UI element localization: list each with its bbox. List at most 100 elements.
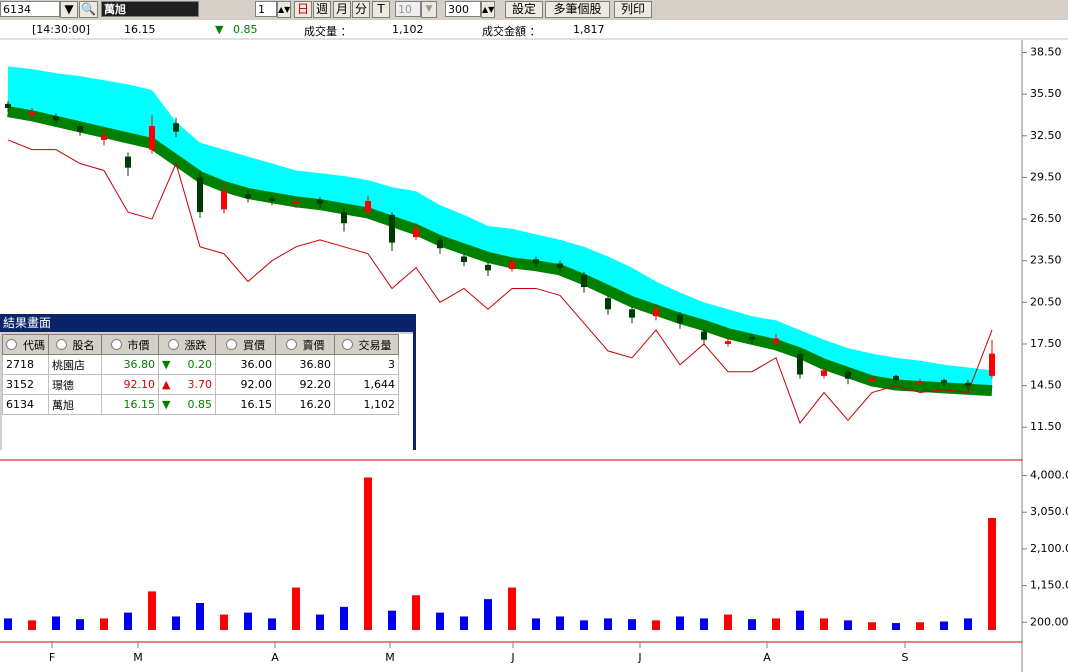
radio[interactable]	[167, 338, 179, 350]
header-cell[interactable]: 賣價	[275, 334, 335, 355]
y-tick-label: 26.50	[1030, 212, 1062, 225]
candle-body	[581, 274, 587, 288]
code-cell: 3152	[2, 374, 49, 395]
volume-bar	[52, 616, 60, 630]
bars-spinner[interactable]: ▲▼	[481, 1, 495, 18]
header-cell[interactable]: 市價	[101, 334, 159, 355]
header-cell[interactable]: 股名	[48, 334, 102, 355]
tick-button[interactable]: T	[372, 1, 390, 18]
header-text: 賣價	[302, 338, 325, 352]
candle-body	[917, 381, 923, 383]
x-tick-label: F	[49, 651, 55, 664]
radio[interactable]	[55, 338, 67, 350]
volume-bar	[340, 606, 348, 630]
bars-input[interactable]: 300	[445, 1, 481, 17]
volume-bar	[316, 614, 324, 630]
volume-bar	[580, 620, 588, 630]
candle-body	[173, 123, 179, 132]
print-button[interactable]: 列印	[614, 1, 652, 18]
bid-cell: 16.15	[215, 394, 276, 415]
code-cell: 2718	[2, 354, 49, 375]
candle-body	[677, 314, 683, 324]
y-tick-label: 14.50	[1030, 379, 1062, 392]
month-button[interactable]: 月	[333, 1, 351, 18]
change-arrow: ▼	[162, 398, 171, 411]
radio[interactable]	[226, 338, 237, 350]
x-tick-label: M	[385, 651, 395, 664]
volume-bar	[772, 618, 780, 630]
band	[7, 106, 993, 397]
y-tick-label: 29.50	[1030, 170, 1062, 183]
volume-bar	[268, 618, 276, 630]
header-row: 代碼 股名 市價 漲跌 買價 賣價 交易量	[2, 334, 399, 355]
candle-body	[245, 194, 251, 199]
y2-tick-label: 3,050.00	[1030, 505, 1068, 518]
day-button[interactable]: 日	[294, 1, 312, 18]
header-cell[interactable]: 代碼	[2, 334, 49, 355]
y-tick-label: 32.50	[1030, 129, 1062, 142]
y-tick-label: 38.50	[1030, 45, 1062, 58]
header-cell[interactable]: 漲跌	[158, 334, 216, 355]
candle-body	[341, 212, 347, 224]
toolbar: 6134 ▼ 🔍 萬旭 1 ▲▼ 日 週 月 分 T 10 ▼ 300 ▲▼ 設…	[0, 0, 1068, 20]
dropdown-button[interactable]: ▼	[60, 1, 78, 18]
change-arrow: ▲	[162, 378, 171, 391]
candle-body	[461, 256, 467, 263]
stock-name: 萬旭	[101, 1, 199, 17]
minute-button[interactable]: 分	[352, 1, 370, 18]
candle-body	[101, 135, 107, 140]
volume-bar	[76, 619, 84, 630]
header-cell[interactable]: 買價	[215, 334, 276, 355]
candle-body	[5, 103, 11, 109]
week-button[interactable]: 週	[313, 1, 331, 18]
x-tick-label: A	[271, 651, 279, 664]
volume-bar	[844, 620, 852, 630]
header-text: 交易量	[358, 338, 392, 352]
table-row[interactable]: 3152 璟德 92.10 ▲ 3.70 92.00 92.20 1,644	[2, 374, 399, 395]
candle-body	[77, 126, 83, 132]
candle-body	[557, 263, 563, 268]
radio[interactable]	[341, 338, 353, 350]
candle-body	[701, 331, 707, 340]
period-spinner[interactable]: ▲▼	[277, 1, 291, 18]
candle-body	[893, 375, 899, 381]
quote-amount-label: 成交金額 ：	[482, 25, 541, 38]
code-input[interactable]: 6134	[0, 1, 60, 17]
price-cell: 16.15	[101, 394, 159, 415]
ask-cell: 16.20	[275, 394, 335, 415]
candle-body	[317, 199, 323, 204]
bid-cell: 92.00	[215, 374, 276, 395]
y-tick-label: 35.50	[1030, 87, 1062, 100]
quote-amount: 1,817	[573, 23, 605, 36]
volume-bar	[148, 591, 156, 630]
volume-bar	[484, 599, 492, 630]
x-tick-label: M	[133, 651, 143, 664]
volume-bar	[868, 622, 876, 630]
settings-button[interactable]: 設定	[505, 1, 543, 18]
y-tick-label: 17.50	[1030, 337, 1062, 350]
header-text: 股名	[72, 338, 95, 352]
volume-bar	[100, 618, 108, 630]
multi-stock-button[interactable]: 多筆個股	[545, 1, 610, 18]
table-row[interactable]: 2718 桃園店 36.80 ▼ 0.20 36.00 36.80 3	[2, 354, 399, 375]
table-row[interactable]: 6134 萬旭 16.15 ▼ 0.85 16.15 16.20 1,102	[2, 394, 399, 415]
y-tick-label: 23.50	[1030, 254, 1062, 267]
ask-cell: 92.20	[275, 374, 335, 395]
period-input[interactable]: 1	[255, 1, 277, 17]
header-cell[interactable]: 交易量	[334, 334, 399, 355]
change-cell: ▼ 0.20	[158, 354, 216, 375]
y2-tick-label: 2,100.00	[1030, 542, 1068, 555]
search-button[interactable]: 🔍	[79, 1, 98, 18]
candle-body	[605, 298, 611, 310]
y2-tick-label: 1,150.00	[1030, 579, 1068, 592]
radio[interactable]	[285, 338, 297, 350]
x-tick-label: A	[763, 651, 771, 664]
count-input: 10	[395, 1, 421, 17]
envelope-line	[7, 139, 993, 425]
candle-body	[29, 112, 35, 115]
change-arrow: ▼	[162, 358, 171, 371]
y2-tick-label: 4,000.00	[1030, 469, 1068, 482]
radio[interactable]	[110, 338, 122, 350]
volume-bar	[412, 595, 420, 630]
radio[interactable]	[6, 338, 17, 350]
